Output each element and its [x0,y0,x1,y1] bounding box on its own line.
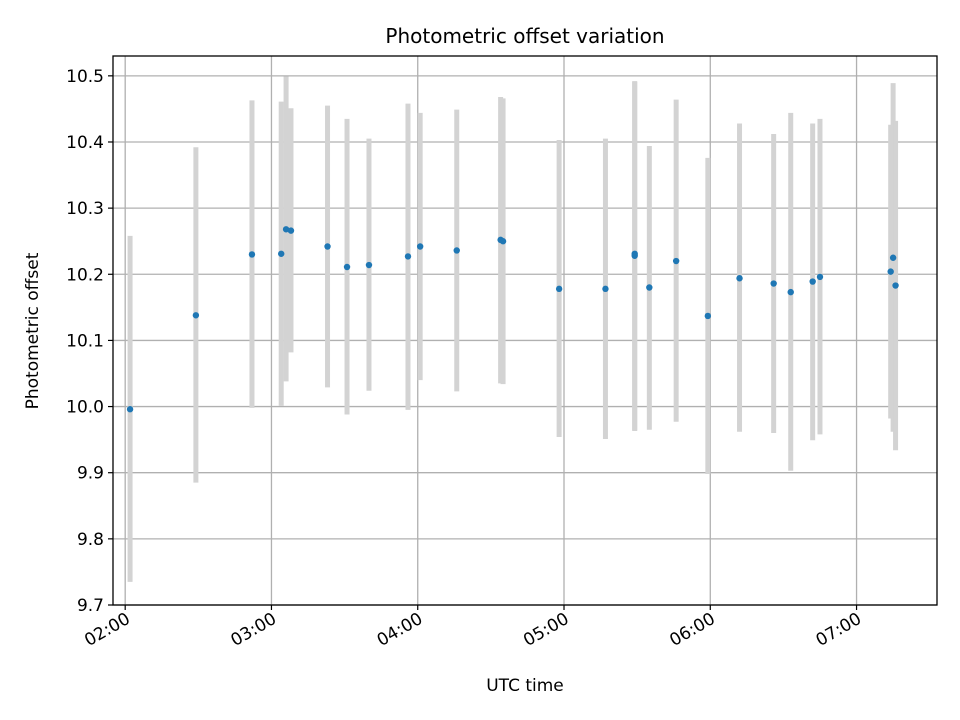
y-tick-label: 9.7 [77,596,104,616]
y-tick-label: 9.9 [77,464,104,484]
y-tick-label: 10.0 [66,398,104,418]
plot-frame [112,55,938,606]
y-tick-label: 10.2 [66,265,104,285]
y-tick-label: 10.1 [66,331,104,351]
data-point [889,254,897,261]
data-point [602,285,609,293]
data-point [248,251,256,258]
y-tick-label: 10.3 [66,199,104,219]
y-tick-label: 10.5 [66,67,104,87]
chart-title: Photometric offset variation [385,24,664,48]
data-point [499,238,507,245]
data-point [887,268,894,275]
data-point [324,243,331,250]
data-point [404,253,412,260]
data-point [787,288,794,296]
data-point [770,280,777,287]
data-point [736,275,743,282]
data-point [631,252,638,259]
data-point [287,227,295,234]
data-points [126,226,899,413]
data-point [704,312,712,320]
data-point [672,257,680,265]
data-point [365,261,373,269]
data-point [453,247,460,254]
data-point [809,278,816,285]
y-axis-label: Photometric offset [23,252,43,409]
data-point [892,282,899,289]
y-tick-label: 9.8 [77,530,104,550]
data-point [646,284,653,291]
x-axis-label: UTC time [486,676,564,696]
data-point [126,406,134,413]
data-point [816,273,824,281]
data-point [343,263,351,271]
data-point [282,226,290,233]
data-point [278,250,285,257]
data-point [192,312,200,319]
y-tick-label: 10.4 [66,133,104,153]
data-point [416,243,424,250]
data-point [555,285,563,293]
